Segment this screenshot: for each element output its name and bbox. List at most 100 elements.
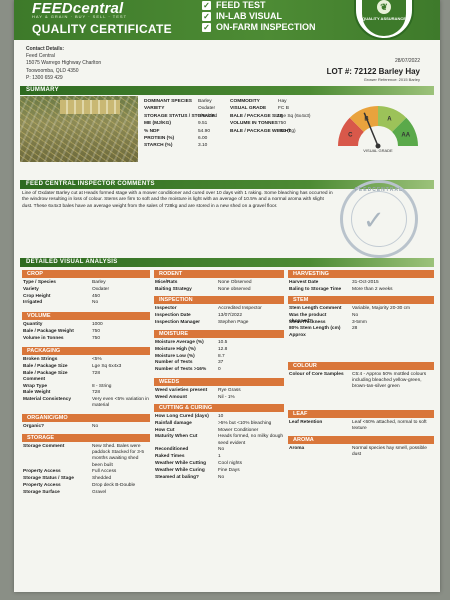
analysis-value: Drop deck B-Double [92, 483, 136, 488]
analysis-key: Bale Weight [23, 390, 51, 396]
analysis-key: Harvest Date [289, 280, 319, 285]
grade-gauge-chart: CBAAA [338, 106, 418, 149]
analysis-key: Stem Length Comment [289, 306, 342, 311]
gauge-label: VISUAL GRADE [363, 148, 393, 153]
analysis-key: Storage Surface [23, 489, 60, 495]
summary-key: PROTEIN (%) [144, 136, 175, 142]
summary-key: STARCH (%) [144, 143, 173, 149]
analysis-key: Storage Status / Stage [23, 476, 74, 482]
analysis-key: Material Consistency [23, 397, 71, 403]
analysis-value: <5% [92, 357, 102, 362]
analysis-key: Variety [23, 286, 39, 292]
analysis-value: 750 [92, 335, 101, 341]
analysis-key: Bale / Package Weight [23, 328, 74, 334]
analysis-value: 13/07/2022 [218, 312, 243, 318]
analysis-value: 10.5 [218, 340, 228, 345]
summary-key: DOMINANT SPECIES [144, 99, 192, 104]
summary-value: 54.90 [198, 128, 211, 134]
analysis-value: 8 - String [92, 383, 112, 389]
section-heading-stem: STEM [288, 296, 434, 304]
analysis-key: Inspection Manager [155, 319, 201, 325]
summary-value: Oxdater [198, 106, 216, 112]
analysis-key: Bale / Package Size [23, 363, 68, 369]
brand-tagline: HAY & GRAIN · BUY · SELL · TEST [32, 14, 128, 19]
gauge-grade-label: C [348, 133, 353, 139]
analysis-value: 0 [218, 367, 221, 373]
analysis-heading: DETAILED VISUAL ANALYSIS [20, 258, 434, 267]
summary-key: ME (MJ/KG) [144, 121, 171, 127]
summary-left: DOMINANT SPECIES Barley VARIETY Oxdater STOR… [144, 98, 244, 150]
section-heading-crop: CROP [22, 270, 150, 278]
section-heading-organic: ORGANIC/GMO [22, 414, 150, 422]
analysis-value: None Observed [218, 280, 252, 285]
analysis-value: No [92, 424, 99, 429]
gauge-segment-c [338, 117, 364, 146]
summary-value: Shedded [198, 113, 218, 119]
gauge-hub [375, 143, 381, 149]
grower-reference: Grower Reference: 2015 Barley [363, 77, 420, 82]
checkmark-icon: ✓ [202, 1, 211, 10]
service-checklist: ✓ FEED TEST ✓ IN-LAB VISUAL ✓ ON-FARM INSPE… [202, 0, 316, 33]
analysis-value: No [218, 447, 225, 453]
summary-row: PROTEIN (%) 6.00 [144, 135, 244, 142]
analysis-value: New Shed. Bales were paddock Stacked for… [92, 444, 144, 468]
analysis-value: 1000 [92, 322, 103, 327]
gauge-needle [363, 112, 379, 147]
summary-key: VARIETY [144, 106, 165, 112]
analysis-key: Inspection Date [155, 312, 191, 318]
analysis-value: Very even <5% variation in material [92, 397, 149, 409]
analysis-value: Normal species hay smell, possible dust [352, 446, 427, 458]
analysis-key: Weather While Cutting [155, 461, 207, 466]
section-heading-packaging: PACKAGING [22, 347, 150, 355]
analysis-key: Property Access [23, 469, 61, 475]
analysis-key: Type / Species [23, 280, 56, 285]
summary-row: DOMINANT SPECIES Barley [144, 98, 244, 105]
check-icon: ✓ [363, 205, 385, 235]
analysis-key: Inspector [155, 306, 177, 311]
summary-value: 9.51 [198, 121, 208, 127]
analysis-value: 8.7 [218, 353, 225, 359]
gauge-segment-aa [392, 117, 418, 146]
analysis-value: 37 [218, 360, 224, 366]
contact-details: Contact Details: Feed Central 15075 Warr… [26, 46, 102, 81]
summary-value: 3.10 [198, 143, 208, 149]
analysis-key: How Long Cured (days) [155, 414, 209, 419]
quality-assurance-seal: ❦ QUALITY ASSURANCE [354, 0, 414, 40]
summary-value: 6.00 [198, 136, 208, 142]
analysis-key: Weed Amount [155, 394, 187, 400]
analysis-key: Quantity [23, 322, 43, 327]
analysis-value: Mower Conditioner [218, 427, 259, 433]
checkmark-icon: ✓ [202, 23, 211, 32]
summary-value: 750 (kg) [278, 128, 296, 134]
analysis-key: Bale / Package Size Comment [23, 370, 68, 382]
summary-row: COMMODITY Hay [230, 98, 330, 105]
analysis-value: None observed [218, 286, 251, 292]
summary-key: BALE / PACKAGE WEIGHT [230, 128, 292, 134]
analysis-key: Broken Strings [23, 357, 58, 362]
analysis-key: Baiting Strategy [155, 286, 192, 292]
section-heading-colour: COLOUR [288, 362, 434, 370]
analysis-value: Variable, Majority 20-30 cm [352, 306, 411, 311]
section-heading-storage: STORAGE [22, 434, 150, 442]
analysis-key: Moisture Low (%) [155, 353, 195, 359]
analysis-key: Crop Height [23, 293, 51, 299]
analysis-key: Mice/Rats [155, 280, 178, 285]
section-heading-leaf: LEAF [288, 410, 434, 418]
analysis-key: Number of Tests [155, 360, 193, 366]
summary-row: VOLUME IN TONNES 750 [230, 120, 330, 127]
summary-row: VISUAL GRADE FC B [230, 105, 330, 112]
analysis-value: Stephen Page [218, 319, 249, 325]
section-heading-moisture: MOISTURE [154, 330, 284, 338]
summary-key: COMMODITY [230, 99, 260, 104]
analysis-value: 10 [218, 414, 224, 419]
leaf-icon: ❦ [377, 0, 391, 14]
analysis-value: More than 2 weeks [352, 286, 393, 292]
summary-key: % NDF [144, 128, 160, 134]
brand-logo: FEEDcentral [32, 0, 124, 17]
comments-heading: FEED CENTRAL INSPECTOR COMMENTS [20, 180, 434, 189]
analysis-value: 3-5mm [352, 319, 367, 325]
analysis-key: Storage Comment [23, 444, 65, 449]
analysis-key: Stem Thickness [289, 319, 326, 325]
analysis-key: Leaf Retention [289, 420, 323, 425]
analysis-key: Moisture High (%) [155, 346, 196, 352]
